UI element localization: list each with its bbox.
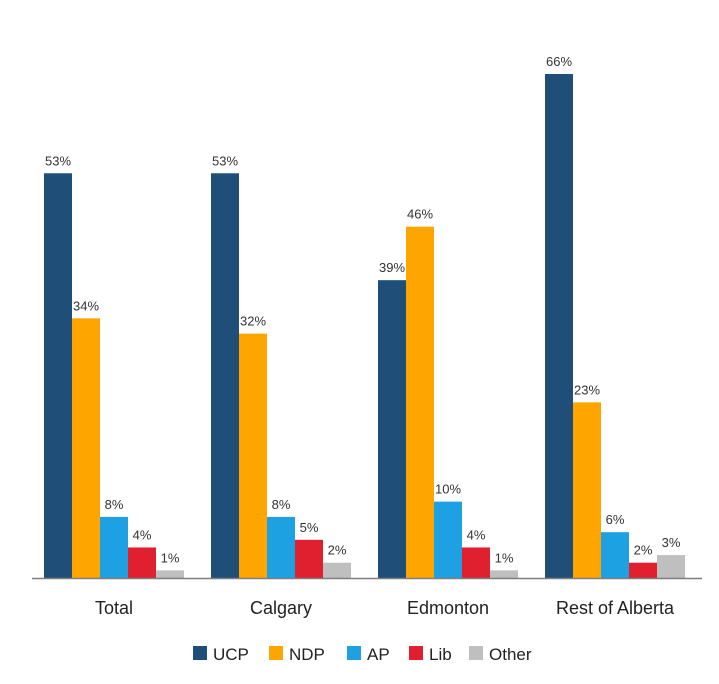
value-label-lib-calgary: 5% (300, 520, 319, 535)
legend-label-other: Other (489, 645, 532, 664)
value-label-lib-total: 4% (133, 527, 152, 542)
legend-swatch-ap (347, 646, 361, 660)
legend-swatch-ucp (193, 646, 207, 660)
value-label-other-total: 1% (161, 550, 180, 565)
value-label-ndp-edmonton: 46% (407, 207, 433, 222)
value-label-ucp-rest-of-alberta: 66% (546, 54, 572, 69)
bar-ndp-rest-of-alberta (573, 402, 601, 578)
bar-ndp-total (72, 318, 100, 578)
value-labels-group: 53% 34% 8% 4% 1% 53% 32% 8% 5% 2% 39% 46% 10% 4% 1% 66%… (45, 54, 681, 565)
value-label-ap-rest-of-alberta: 6% (606, 512, 625, 527)
value-label-other-calgary: 2% (328, 543, 347, 558)
bar-other-rest-of-alberta (657, 555, 685, 578)
value-label-ucp-calgary: 53% (212, 153, 238, 168)
legend-label-lib: Lib (429, 645, 452, 664)
value-label-ucp-total: 53% (45, 153, 71, 168)
bar-ucp-total (44, 173, 72, 579)
value-label-ndp-total: 34% (73, 298, 99, 313)
value-label-lib-rest-of-alberta: 2% (634, 543, 653, 558)
category-label-edmonton: Edmonton (407, 598, 489, 618)
legend-swatch-other (469, 646, 483, 660)
value-label-other-edmonton: 1% (495, 550, 514, 565)
value-label-ndp-rest-of-alberta: 23% (574, 382, 600, 397)
value-label-other-rest-of-alberta: 3% (662, 535, 681, 550)
legend-label-ucp: UCP (213, 645, 249, 664)
bar-ucp-calgary (211, 173, 239, 579)
bar-ucp-edmonton (378, 280, 406, 578)
legend-label-ap: AP (367, 645, 390, 664)
bar-other-total (156, 570, 184, 578)
value-label-ap-calgary: 8% (272, 497, 291, 512)
value-label-ap-total: 8% (105, 497, 124, 512)
legend-swatch-lib (409, 646, 423, 660)
bar-lib-rest-of-alberta (629, 562, 657, 578)
bar-ucp-rest-of-alberta (545, 74, 573, 578)
legend-swatch-ndp (269, 646, 283, 660)
category-labels-group: Total Calgary Edmonton Rest of Alberta (95, 598, 675, 618)
value-label-ndp-calgary: 32% (240, 314, 266, 329)
bar-other-calgary (323, 562, 351, 578)
bar-ap-total (100, 516, 128, 578)
bar-other-edmonton (490, 570, 518, 578)
bar-ndp-calgary (239, 333, 267, 578)
bar-lib-calgary (295, 539, 323, 578)
category-label-total: Total (95, 598, 133, 618)
bars-group (44, 74, 685, 579)
legend: UCP NDP AP Lib Other (193, 645, 532, 664)
value-label-lib-edmonton: 4% (467, 527, 486, 542)
value-label-ap-edmonton: 10% (435, 482, 461, 497)
bar-ap-calgary (267, 516, 295, 578)
value-label-ucp-edmonton: 39% (379, 260, 405, 275)
bar-ap-edmonton (434, 501, 462, 578)
bar-ndp-edmonton (406, 226, 434, 578)
bar-lib-edmonton (462, 547, 490, 578)
legend-label-ndp: NDP (289, 645, 325, 664)
bar-ap-rest-of-alberta (601, 532, 629, 578)
bar-lib-total (128, 547, 156, 578)
category-label-rest-of-alberta: Rest of Alberta (556, 598, 675, 618)
category-label-calgary: Calgary (250, 598, 312, 618)
